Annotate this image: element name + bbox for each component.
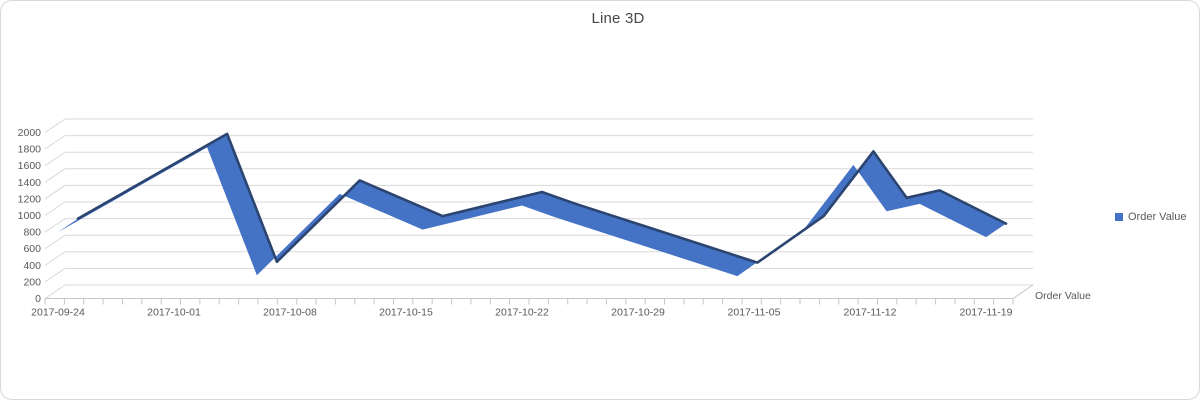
svg-text:2017-10-01: 2017-10-01: [147, 307, 201, 319]
legend-series-swatch-icon: [1115, 213, 1123, 221]
svg-text:0: 0: [35, 293, 41, 305]
svg-text:2017-10-08: 2017-10-08: [263, 307, 317, 319]
y-gridlines: [44, 118, 1033, 299]
svg-text:2017-10-22: 2017-10-22: [495, 307, 549, 319]
series-ribbon-top-edge: [76, 132, 1008, 264]
svg-text:2017-11-12: 2017-11-12: [844, 307, 897, 319]
chart-title: Line 3D: [591, 10, 645, 27]
x-axis-labels: 2017-09-24 2017-10-01 2017-10-08 2017-10-15…: [31, 307, 1012, 319]
svg-text:1800: 1800: [18, 144, 42, 156]
legend-series-label: Order Value: [1128, 211, 1187, 223]
svg-text:600: 600: [23, 243, 41, 255]
y-axis-labels: 0 200 400 600 800 1000 1200 1400 1600 1800 2000: [18, 127, 42, 305]
svg-text:400: 400: [23, 260, 41, 272]
svg-text:200: 200: [23, 276, 41, 288]
svg-text:2017-09-24: 2017-09-24: [31, 307, 85, 319]
svg-text:2017-10-29: 2017-10-29: [611, 307, 665, 319]
svg-text:1600: 1600: [18, 160, 42, 172]
legend: Order Value: [1115, 211, 1187, 223]
svg-text:1200: 1200: [18, 193, 42, 205]
svg-text:1400: 1400: [18, 177, 42, 189]
series-order-value: [58, 132, 1008, 277]
svg-text:800: 800: [23, 227, 41, 239]
svg-text:2017-11-05: 2017-11-05: [728, 307, 781, 319]
svg-text:2017-10-15: 2017-10-15: [379, 307, 433, 319]
series-ribbon: [58, 133, 1006, 277]
svg-text:1000: 1000: [18, 210, 42, 222]
x-axis: [44, 284, 1034, 305]
svg-text:2017-11-19: 2017-11-19: [960, 307, 1013, 319]
svg-text:2000: 2000: [18, 127, 42, 139]
x-axis-title: Order Value: [1035, 290, 1091, 302]
